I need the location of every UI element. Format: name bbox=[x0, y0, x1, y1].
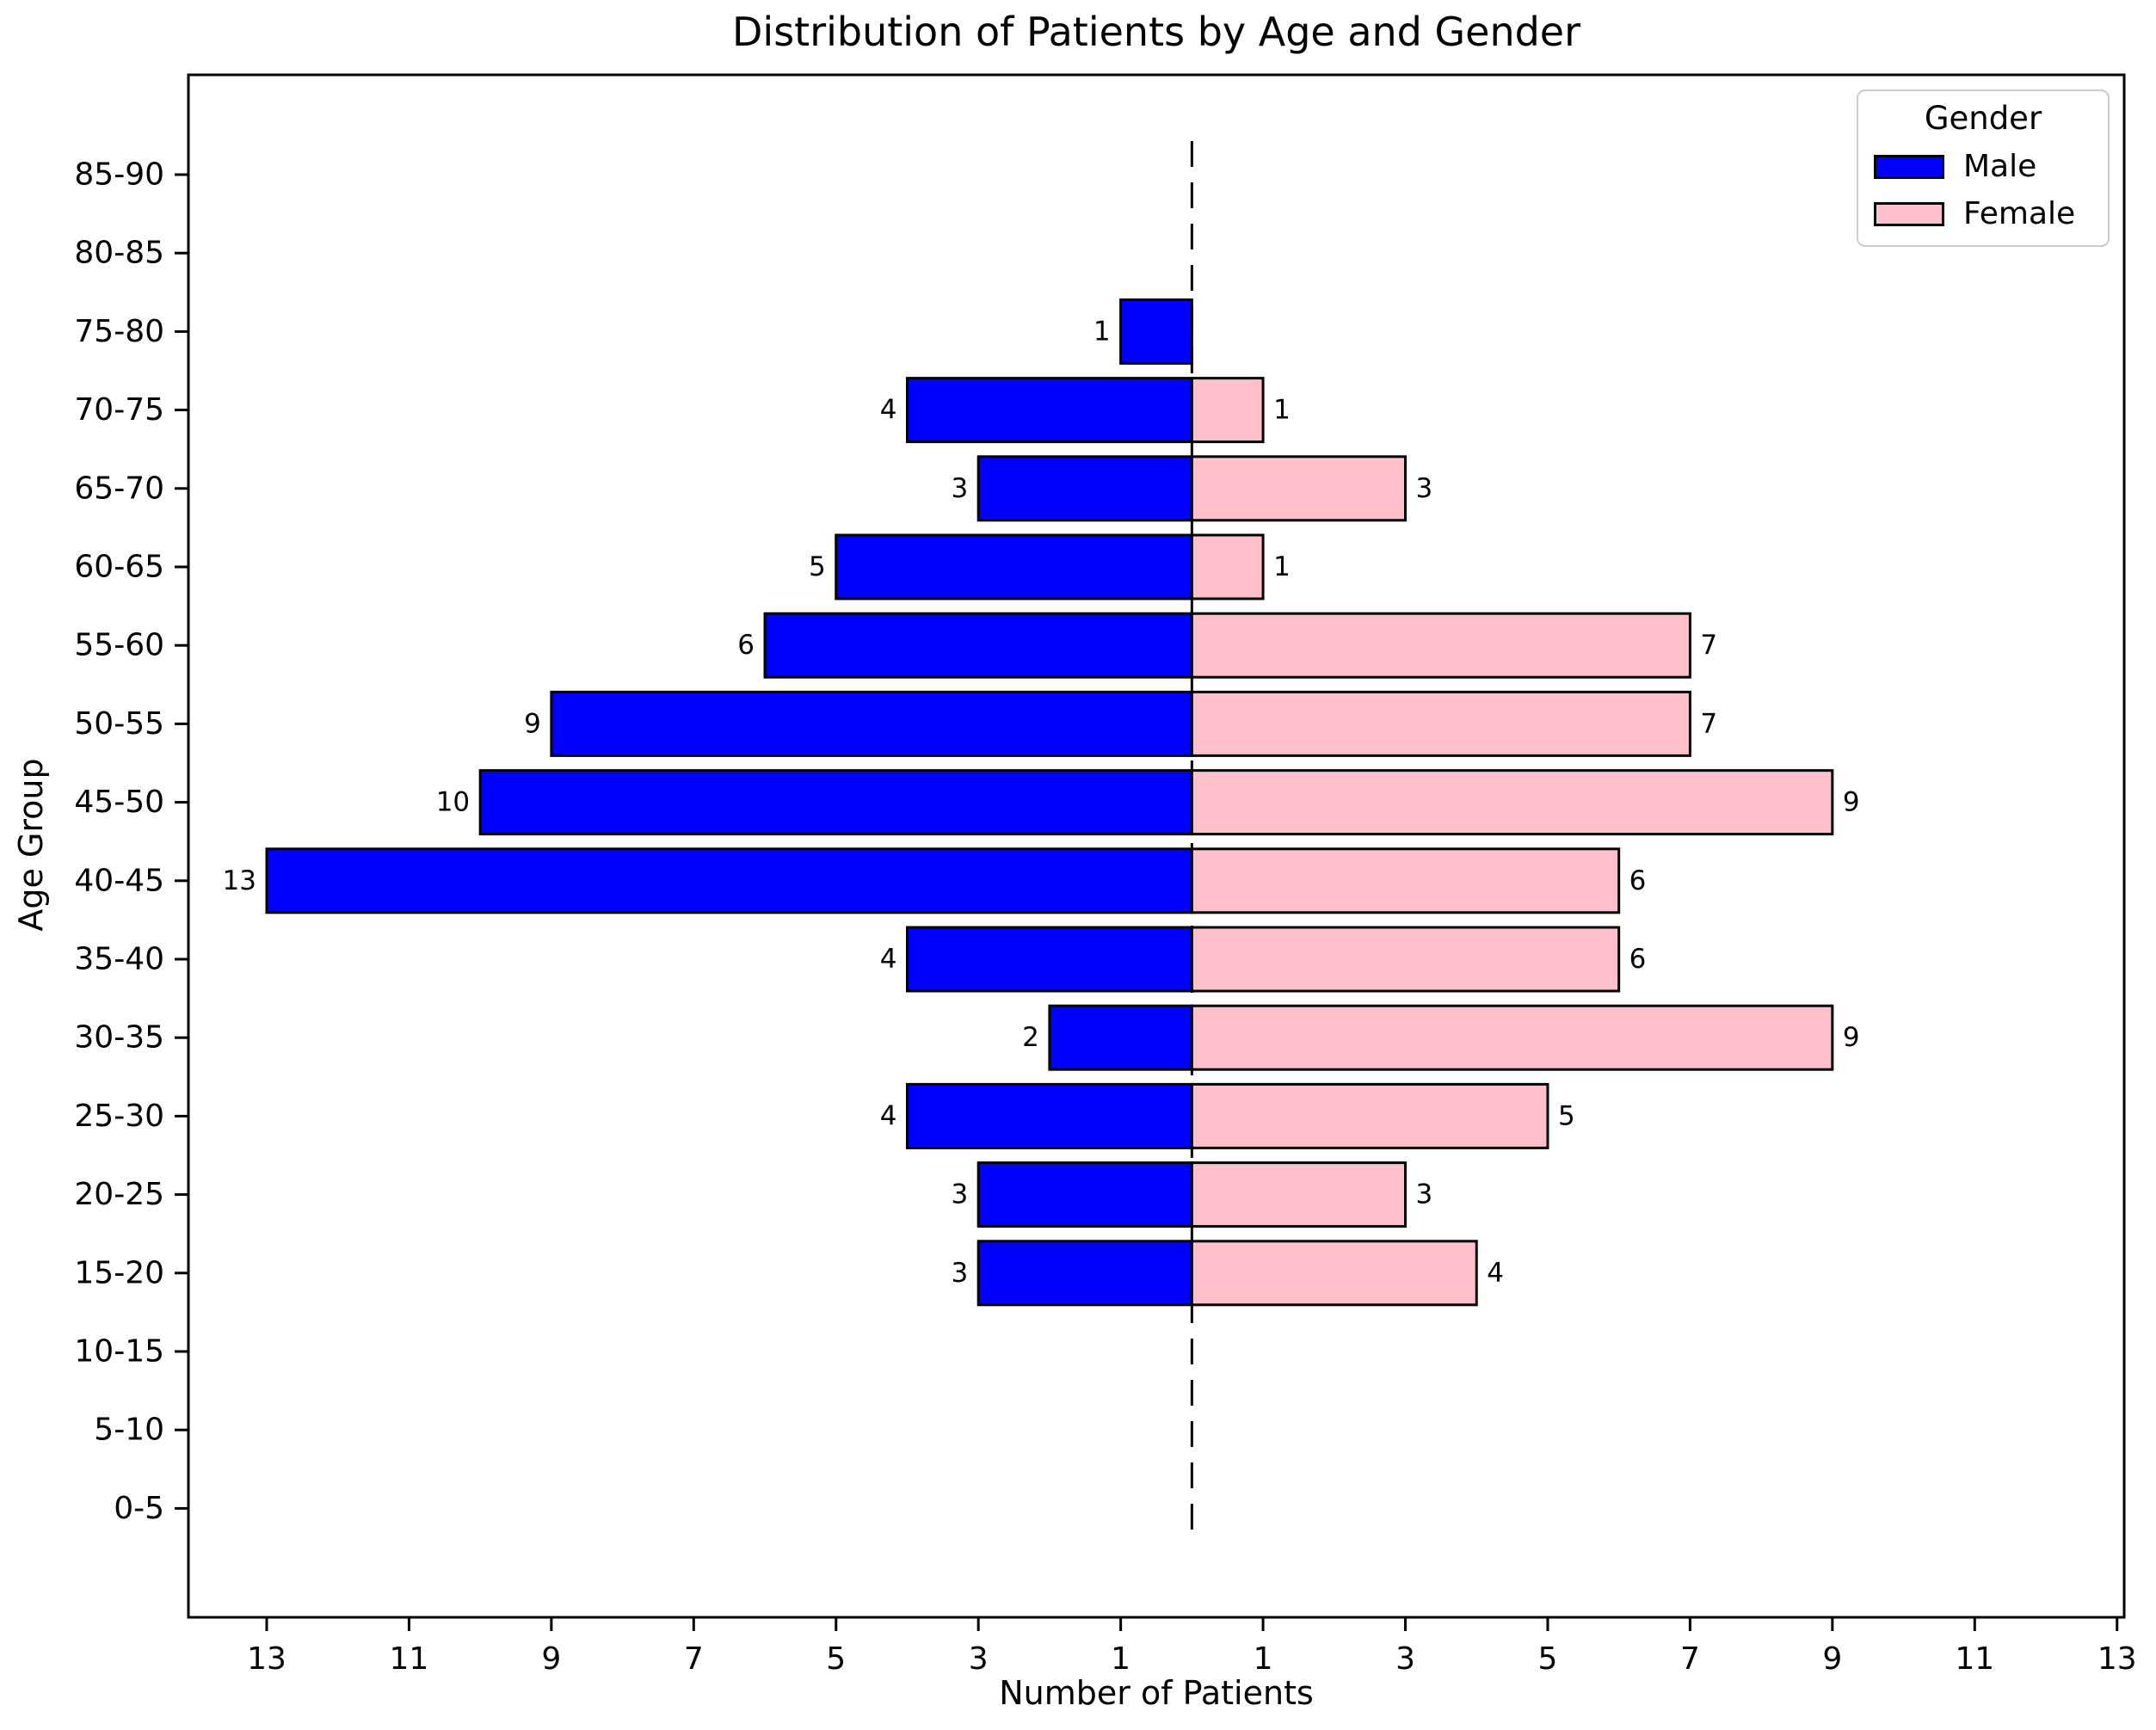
male-bar-50-55 bbox=[550, 690, 1193, 757]
x-tick-label: 7 bbox=[1680, 1641, 1700, 1677]
male-bar-label-60-65: 5 bbox=[809, 551, 826, 582]
male-bar-label-55-60: 6 bbox=[737, 630, 755, 661]
y-tick-label-15-20: 15-20 bbox=[74, 1255, 164, 1290]
x-tick-label: 5 bbox=[1538, 1641, 1558, 1677]
male-bar-label-45-50: 10 bbox=[436, 787, 470, 818]
male-bar-label-30-35: 2 bbox=[1022, 1022, 1039, 1053]
y-tick-label-75-80: 75-80 bbox=[74, 314, 164, 349]
x-tick-label: 9 bbox=[1822, 1641, 1842, 1677]
female-bar-25-30 bbox=[1190, 1082, 1549, 1149]
female-bar-40-45 bbox=[1190, 847, 1621, 914]
female-bar-70-75 bbox=[1190, 377, 1265, 444]
y-tick-label-70-75: 70-75 bbox=[74, 392, 164, 428]
male-bar-15-20 bbox=[976, 1240, 1193, 1307]
female-bar-30-35 bbox=[1190, 1004, 1834, 1071]
x-tick-label: 7 bbox=[684, 1641, 704, 1677]
male-bar-20-25 bbox=[976, 1161, 1193, 1228]
x-tick-label: 1 bbox=[1254, 1641, 1273, 1677]
x-tick-label: 11 bbox=[1955, 1641, 1994, 1677]
male-bar-30-35 bbox=[1048, 1004, 1193, 1071]
male-bar-label-20-25: 3 bbox=[951, 1179, 968, 1210]
female-bar-label-50-55: 7 bbox=[1700, 708, 1717, 739]
male-bar-60-65 bbox=[835, 533, 1193, 600]
y-tick-label-35-40: 35-40 bbox=[74, 942, 164, 977]
y-tick-label-10-15: 10-15 bbox=[74, 1334, 164, 1370]
male-bar-25-30 bbox=[905, 1082, 1193, 1149]
y-tick-label-0-5: 0-5 bbox=[114, 1491, 164, 1526]
x-tick-label: 13 bbox=[247, 1641, 286, 1677]
female-bar-label-40-45: 6 bbox=[1629, 865, 1647, 896]
y-tick-label-55-60: 55-60 bbox=[74, 628, 164, 663]
chart-title: Distribution of Patients by Age and Gend… bbox=[731, 9, 1581, 55]
y-tick-label-5-10: 5-10 bbox=[94, 1413, 164, 1448]
male-bar-label-65-70: 3 bbox=[951, 473, 968, 504]
female-bar-label-25-30: 5 bbox=[1558, 1100, 1575, 1131]
y-tick-label-30-35: 30-35 bbox=[74, 1020, 164, 1056]
bars-layer: 14 13 35 16 79 710 913 64 62 94 53 33 4 bbox=[223, 298, 1860, 1307]
female-bar-45-50 bbox=[1190, 769, 1834, 836]
male-bar-label-35-40: 4 bbox=[880, 944, 897, 975]
male-bar-label-70-75: 4 bbox=[880, 395, 897, 426]
female-bar-label-35-40: 6 bbox=[1629, 944, 1647, 975]
male-bar-label-25-30: 4 bbox=[880, 1100, 897, 1131]
y-tick-label-85-90: 85-90 bbox=[74, 157, 164, 193]
legend-item-female: Female bbox=[1874, 196, 2092, 231]
male-bar-label-75-80: 1 bbox=[1093, 316, 1111, 347]
male-bar-75-80 bbox=[1119, 298, 1193, 365]
y-tick-label-50-55: 50-55 bbox=[74, 706, 164, 742]
y-tick-label-80-85: 80-85 bbox=[74, 236, 164, 271]
y-axis-ticks: 85-90 80-85 75-80 70-75 65-70 60-65 55-60 50-55… bbox=[74, 157, 188, 1526]
y-tick-label-20-25: 20-25 bbox=[74, 1177, 164, 1212]
female-color-swatch bbox=[1874, 201, 1944, 226]
x-axis-ticks: 13 11 9 7 5 3 1 1 3 5 7 9 11 13 bbox=[247, 1617, 2137, 1677]
x-axis-label: Number of Patients bbox=[999, 1674, 1314, 1712]
female-bar-15-20 bbox=[1190, 1240, 1478, 1307]
legend-title: Gender bbox=[1924, 100, 2042, 137]
female-bar-label-70-75: 1 bbox=[1273, 395, 1291, 426]
male-bar-70-75 bbox=[905, 377, 1193, 444]
plot-spines bbox=[187, 73, 2126, 1619]
male-bar-65-70 bbox=[976, 455, 1193, 522]
x-tick-label: 1 bbox=[1111, 1641, 1130, 1677]
x-tick-label: 11 bbox=[390, 1641, 429, 1677]
female-bar-label-20-25: 3 bbox=[1416, 1179, 1433, 1210]
male-bar-label-50-55: 9 bbox=[524, 708, 541, 739]
female-bar-label-30-35: 9 bbox=[1843, 1022, 1860, 1053]
male-bar-label-40-45: 13 bbox=[223, 865, 256, 896]
y-tick-label-40-45: 40-45 bbox=[74, 863, 164, 898]
female-bar-label-60-65: 1 bbox=[1273, 551, 1291, 582]
x-tick-label: 3 bbox=[1395, 1641, 1415, 1677]
male-bar-45-50 bbox=[478, 769, 1193, 836]
legend-label-male: Male bbox=[1963, 149, 2037, 184]
legend: Gender Male Female bbox=[1857, 89, 2110, 247]
y-tick-label-65-70: 65-70 bbox=[74, 471, 164, 506]
female-bar-20-25 bbox=[1190, 1161, 1408, 1228]
male-bar-40-45 bbox=[265, 847, 1193, 914]
female-bar-65-70 bbox=[1190, 455, 1408, 522]
female-bar-50-55 bbox=[1190, 690, 1691, 757]
y-tick-label-45-50: 45-50 bbox=[74, 785, 164, 820]
female-bar-label-45-50: 9 bbox=[1843, 787, 1860, 818]
x-tick-label: 9 bbox=[541, 1641, 561, 1677]
y-tick-label-60-65: 60-65 bbox=[74, 550, 164, 585]
y-tick-label-25-30: 25-30 bbox=[74, 1099, 164, 1134]
x-tick-label: 5 bbox=[826, 1641, 846, 1677]
male-color-swatch bbox=[1874, 154, 1944, 179]
female-bar-60-65 bbox=[1190, 533, 1265, 600]
female-bar-label-55-60: 7 bbox=[1700, 630, 1717, 661]
male-bar-55-60 bbox=[763, 612, 1193, 679]
y-axis-label: Age Group bbox=[12, 758, 50, 932]
female-bar-label-65-70: 3 bbox=[1416, 473, 1433, 504]
female-bar-55-60 bbox=[1190, 612, 1691, 679]
legend-item-male: Male bbox=[1874, 149, 2092, 184]
x-tick-label: 3 bbox=[969, 1641, 989, 1677]
female-bar-label-15-20: 4 bbox=[1487, 1258, 1504, 1289]
male-bar-label-15-20: 3 bbox=[951, 1258, 968, 1289]
legend-label-female: Female bbox=[1963, 196, 2076, 231]
male-bar-35-40 bbox=[905, 926, 1193, 993]
female-bar-35-40 bbox=[1190, 926, 1621, 993]
x-tick-label: 13 bbox=[2097, 1641, 2137, 1677]
